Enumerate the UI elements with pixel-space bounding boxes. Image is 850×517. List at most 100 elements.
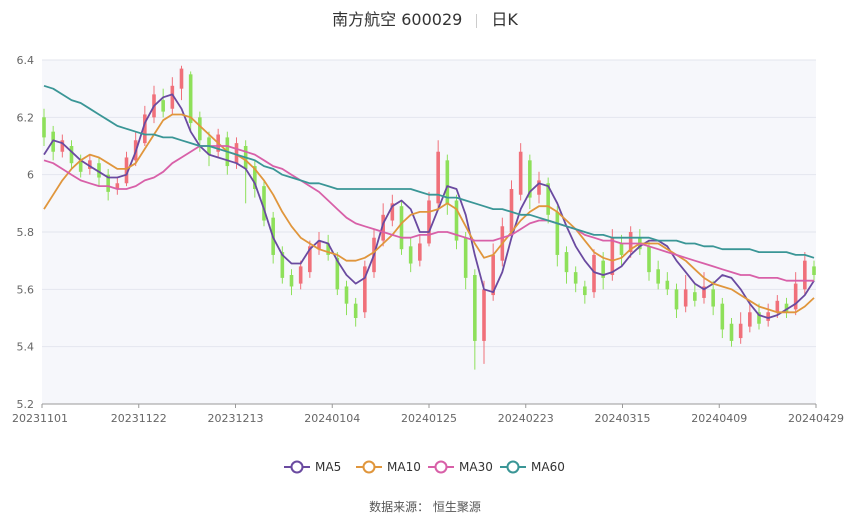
candle-down: [353, 303, 358, 318]
y-tick-label: 5.2: [17, 398, 35, 411]
y-tick-label: 5.6: [17, 283, 35, 296]
candle-up: [143, 114, 147, 144]
candle-up: [537, 180, 541, 195]
candle-down: [656, 269, 660, 284]
candle-up: [124, 157, 129, 184]
candle-down: [69, 146, 74, 164]
candle-down: [693, 292, 697, 301]
candle-down: [198, 117, 202, 141]
candle-up: [298, 266, 303, 284]
y-tick-label: 5.8: [17, 226, 35, 239]
candle-down: [161, 100, 165, 112]
candle-down: [454, 200, 459, 241]
candle-up: [234, 143, 239, 164]
candle-up: [88, 160, 92, 169]
y-tick-label: 6: [27, 169, 34, 182]
chart-title: 南方航空 600029 日K: [0, 6, 850, 30]
x-tick-label: 20240223: [498, 412, 554, 425]
legend-label: MA60: [531, 460, 565, 474]
candle-up: [748, 312, 752, 327]
candle-down: [78, 160, 83, 172]
candle-down: [720, 303, 725, 330]
y-tick-label: 5.4: [17, 341, 35, 354]
candle-down: [601, 260, 605, 278]
candle-down: [408, 246, 413, 264]
x-tick-label: 20231122: [111, 412, 167, 425]
candle-down: [344, 286, 349, 304]
source-value: 恒生聚源: [432, 500, 481, 514]
candle-down: [473, 275, 477, 341]
x-tick-label: 20240125: [401, 412, 457, 425]
candle-down: [757, 312, 761, 324]
candle-down: [326, 243, 330, 255]
y-tick-label: 6.4: [17, 54, 35, 67]
candle-down: [262, 186, 266, 221]
candle-down: [528, 160, 532, 198]
candle-down: [188, 74, 193, 124]
candle-down: [463, 237, 468, 278]
y-tick-label: 6.2: [17, 111, 35, 124]
legend-item-ma30: MA30: [428, 460, 493, 474]
legend-marker: [290, 460, 304, 474]
period-label: 日K: [491, 10, 518, 29]
candle-up: [390, 203, 395, 221]
candle-down: [106, 174, 110, 192]
legend-item-ma60: MA60: [500, 460, 565, 474]
legend-label: MA5: [315, 460, 341, 474]
candle-up: [418, 243, 422, 261]
candle-down: [619, 243, 624, 255]
candle-up: [766, 312, 770, 321]
candle-down: [711, 289, 715, 307]
candle-up: [775, 300, 780, 313]
candle-up: [509, 189, 514, 232]
candle-down: [546, 183, 550, 215]
candle-up: [170, 85, 175, 109]
candle-up: [628, 232, 633, 253]
x-tick-label: 20240315: [595, 412, 651, 425]
candle-up: [308, 246, 312, 273]
candle-up: [60, 140, 65, 152]
candle-down: [253, 166, 257, 189]
x-tick-label: 20240409: [691, 412, 747, 425]
candle-up: [436, 151, 440, 204]
ma-line-ma5: [43, 93, 815, 319]
candle-down: [784, 303, 789, 313]
candle-down: [280, 252, 285, 278]
candle-down: [812, 266, 816, 275]
candle-down: [42, 117, 46, 138]
candle-down: [289, 275, 294, 287]
candle-up: [518, 151, 523, 195]
stock-name-code: 南方航空 600029: [332, 10, 463, 29]
candle-up: [592, 254, 596, 293]
candle-down: [647, 246, 651, 273]
candle-down: [665, 280, 670, 290]
candle-up: [179, 68, 184, 89]
x-tick-label: 20240429: [788, 412, 844, 425]
ma-line-ma30: [43, 145, 814, 282]
candle-up: [115, 183, 120, 189]
candle-up: [702, 286, 706, 298]
legend-marker: [362, 460, 376, 474]
legend-label: MA10: [387, 460, 421, 474]
data-source: 数据来源： 恒生聚源: [0, 498, 850, 515]
candle-up: [317, 240, 321, 250]
legend-marker: [434, 460, 448, 474]
candle-up: [683, 289, 688, 307]
candle-up: [381, 214, 385, 241]
x-tick-label: 20240104: [304, 412, 360, 425]
candle-down: [729, 323, 734, 341]
candle-up: [491, 254, 495, 296]
candle-down: [555, 211, 560, 255]
candle-down: [335, 257, 340, 290]
source-label: 数据来源：: [369, 500, 430, 514]
candle-down: [97, 163, 101, 178]
candle-up: [363, 266, 367, 313]
candle-up: [610, 237, 615, 275]
candle-up: [803, 260, 807, 290]
legend-item-ma10: MA10: [356, 460, 421, 474]
candle-down: [399, 206, 404, 250]
legend-marker: [506, 460, 520, 474]
candle-down: [583, 286, 587, 296]
title-separator: [476, 13, 478, 28]
